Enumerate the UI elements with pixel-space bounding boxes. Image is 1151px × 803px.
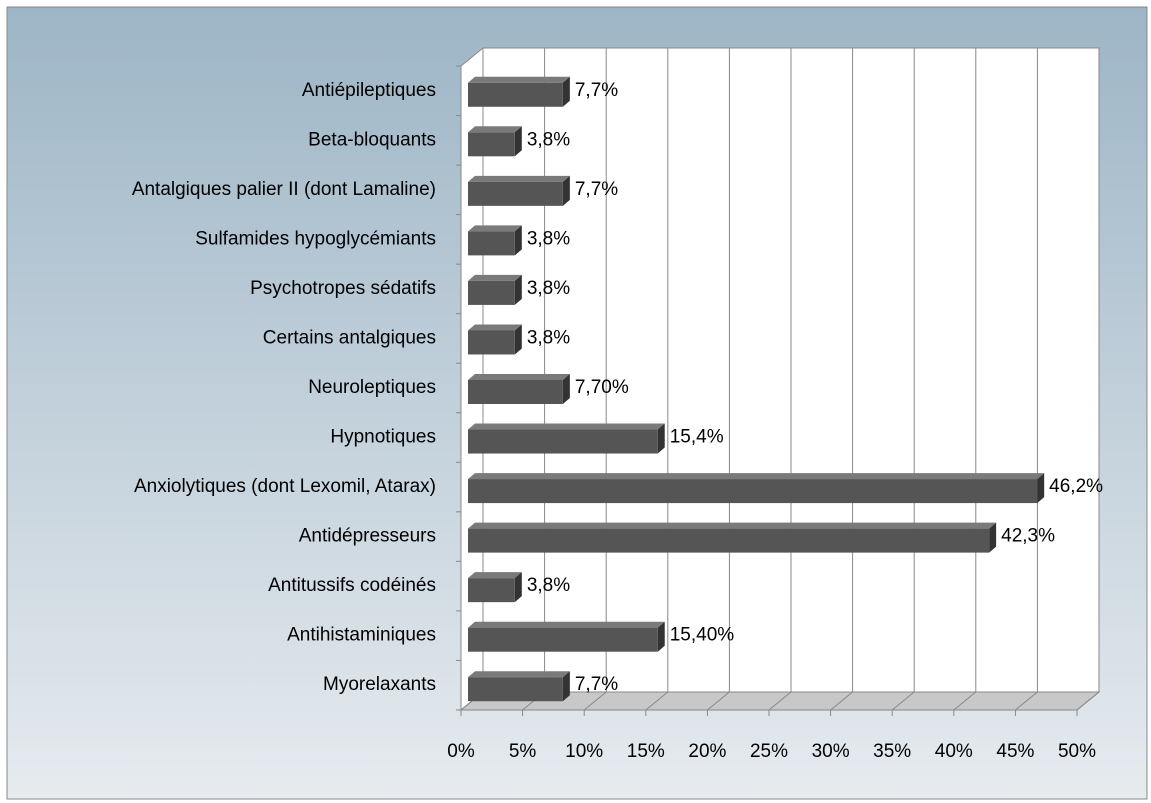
bar-top [468,522,997,529]
bar-top [468,374,570,380]
bar-side [514,225,522,256]
bar-top [468,76,570,83]
bar [468,231,515,256]
category-label: Hypnotiques [330,427,436,448]
category-label: Psychotropes sédatifs [250,278,436,299]
category-label: Antidépresseurs [299,526,436,547]
bar [468,181,563,206]
x-tick-label: 30% [812,741,850,762]
x-tick-label: 20% [688,741,726,762]
bar [468,330,515,355]
value-label: 3,8% [527,129,570,150]
value-label: 7,7% [575,179,618,200]
bar-side [562,76,570,107]
bar-top [468,225,522,232]
floor-line [645,691,669,711]
bar-side [562,374,570,404]
value-label: 7,7% [575,674,618,695]
x-tick-label: 50% [1058,741,1096,762]
bar [468,578,515,603]
bar-side [562,671,570,702]
bar-side [989,522,997,553]
bar-top [468,126,522,133]
value-label: 15,40% [670,625,735,646]
category-label: Sulfamides hypoglycémiants [195,228,436,249]
bar-top [468,423,665,430]
floor-line [1015,691,1038,711]
bar-top [468,324,522,331]
bar-side [514,126,522,157]
x-tick-label: 15% [627,741,665,762]
bar-side [514,324,522,355]
x-tick-label: 10% [565,741,603,762]
bar [468,429,658,454]
floor-line [583,691,607,711]
category-label: Antitussifs codéinés [268,575,436,596]
x-tick-label: 40% [935,741,973,762]
x-tick-label: 5% [509,741,537,762]
floor-line [953,691,977,711]
value-label: 46,2% [1049,476,1103,497]
bar-side [514,274,522,305]
bar-side [1037,473,1045,504]
category-label: Anxiolytiques (dont Lexomil, Atarax) [134,476,436,497]
bar-side [657,621,665,652]
bar [468,479,1038,504]
bar-side [562,175,570,206]
category-label: Neuroleptiques [308,377,436,398]
bar-top [468,274,522,281]
value-label: 3,8% [527,575,570,596]
bar-top [468,621,665,628]
bar-top [468,175,570,182]
bar [468,627,658,652]
x-tick-label: 35% [873,741,911,762]
category-label: Antiépileptiques [302,80,436,101]
category-label: Certains antalgiques [263,327,436,348]
bar-top [468,671,570,678]
value-label: 15,4% [670,427,724,448]
value-label: 3,8% [527,327,570,348]
x-tick-label: 45% [996,741,1034,762]
floor-line [768,691,792,711]
bar-top [468,572,522,579]
value-label: 42,3% [1001,526,1055,547]
value-label: 7,70% [575,377,629,398]
floor-line [707,691,730,711]
bar-side [514,572,522,603]
bar [468,82,563,107]
bar [468,132,515,157]
category-label: Beta-bloquants [308,129,436,150]
x-tick-label: 0% [447,741,475,762]
floor-line [891,691,915,711]
value-label: 3,8% [527,228,570,249]
category-label: Antihistaminiques [287,625,436,646]
bar [468,528,990,553]
bar-side [657,423,665,454]
bar-top [468,473,1045,480]
category-label: Myorelaxants [323,674,436,695]
bar [468,677,563,702]
bar [468,380,563,404]
value-label: 7,7% [575,80,618,101]
bar [468,280,515,305]
floor-line [1076,691,1100,711]
category-label: Antalgiques palier II (dont Lamaline) [132,179,436,200]
value-label: 3,8% [527,278,570,299]
x-tick-label: 25% [750,741,788,762]
floor-line [830,691,853,711]
